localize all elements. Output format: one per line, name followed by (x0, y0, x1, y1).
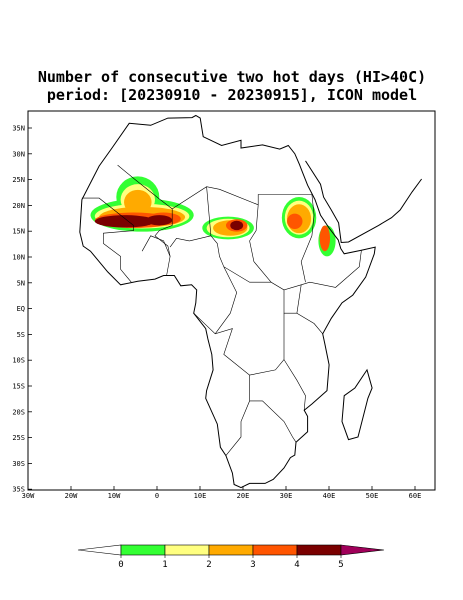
lat-label: 10S (12, 357, 25, 365)
map-frame (27, 110, 436, 491)
lon-label: 30E (280, 492, 293, 500)
colorbar: 0 1 2 3 4 5 (77, 544, 385, 570)
lat-label: 10N (12, 254, 25, 262)
colorbar-arrow (340, 544, 385, 556)
hot-area (146, 215, 173, 226)
border (300, 194, 315, 283)
lon-label: 50E (366, 492, 379, 500)
lon-label: 10W (108, 492, 121, 500)
border (214, 266, 238, 334)
colorbar-label: 1 (162, 560, 167, 570)
hot-area (124, 189, 152, 215)
border (296, 312, 323, 334)
border (169, 237, 190, 248)
lat-label: 20S (12, 408, 25, 416)
colorbar-label: 5 (338, 560, 343, 570)
lat-label: 25S (12, 434, 25, 442)
colorbar-label: 3 (250, 560, 255, 570)
lat-label: 35S (12, 486, 25, 494)
lon-label: 20E (237, 492, 250, 500)
colorbar-arrow (77, 544, 122, 556)
colorbar-label: 0 (118, 560, 123, 570)
colorbar-segment (164, 544, 210, 556)
colorbar-segment (296, 544, 342, 556)
lon-label: 20W (65, 492, 78, 500)
map-area (79, 114, 423, 489)
colorbar-segment (252, 544, 298, 556)
border (193, 312, 250, 456)
coastline (341, 368, 373, 441)
hot-area (287, 213, 303, 230)
lon-label: 0 (155, 492, 159, 500)
lat-label: 20N (12, 202, 25, 210)
lat-label: 5N (17, 279, 25, 287)
coastline (79, 114, 376, 489)
border (249, 359, 285, 376)
lon-label: 30W (22, 492, 35, 500)
lon-label: 40E (323, 492, 336, 500)
lat-label: 25N (12, 176, 25, 184)
border (103, 243, 132, 283)
colorbar-label: 4 (294, 560, 299, 570)
coastline (305, 160, 423, 244)
colorbar-segment (208, 544, 254, 556)
border (189, 235, 211, 242)
border (283, 313, 306, 411)
border (249, 204, 272, 283)
border (283, 284, 302, 314)
lon-label: 10E (194, 492, 207, 500)
lat-label: 15S (12, 383, 25, 391)
border (81, 197, 134, 244)
title-line: Number of consecutive two hot days (HI>4… (38, 68, 426, 86)
hot-area (230, 220, 244, 231)
lat-label: 30S (12, 460, 25, 468)
lon-label: 60E (409, 492, 422, 500)
border (141, 235, 171, 257)
lat-label: 30N (12, 150, 25, 158)
lat-label: EQ (17, 305, 25, 313)
hot-area (319, 225, 331, 252)
lat-label: 5S (17, 331, 25, 339)
hot-area (94, 215, 155, 228)
colorbar-segment (120, 544, 166, 556)
lat-label: 15N (12, 228, 25, 236)
colorbar-label: 2 (206, 560, 211, 570)
border (249, 400, 297, 443)
lat-label: 35N (12, 125, 25, 133)
title-line: period: [20230910 - 20230915], ICON mode… (47, 86, 417, 104)
